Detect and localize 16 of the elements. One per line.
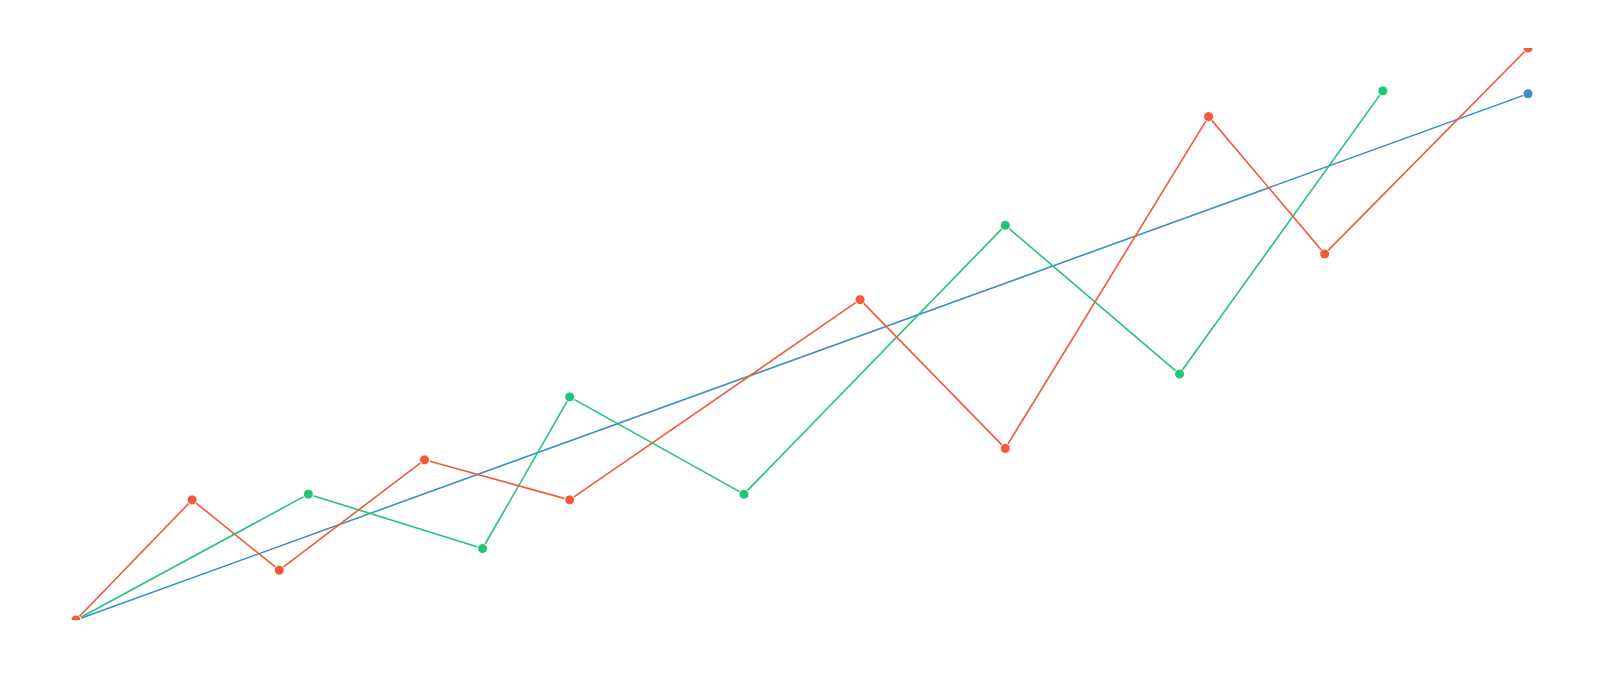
point bbox=[564, 391, 576, 403]
point bbox=[564, 494, 576, 506]
point bbox=[302, 488, 314, 500]
point bbox=[999, 442, 1011, 454]
point bbox=[418, 454, 430, 466]
point bbox=[999, 219, 1011, 231]
point bbox=[273, 564, 285, 576]
point bbox=[1522, 88, 1534, 100]
point bbox=[1174, 368, 1186, 380]
point bbox=[1377, 85, 1389, 97]
point bbox=[1319, 248, 1331, 260]
point bbox=[186, 494, 198, 506]
point bbox=[854, 294, 866, 306]
point bbox=[477, 543, 489, 554]
point bbox=[1203, 111, 1215, 123]
point bbox=[738, 488, 750, 500]
